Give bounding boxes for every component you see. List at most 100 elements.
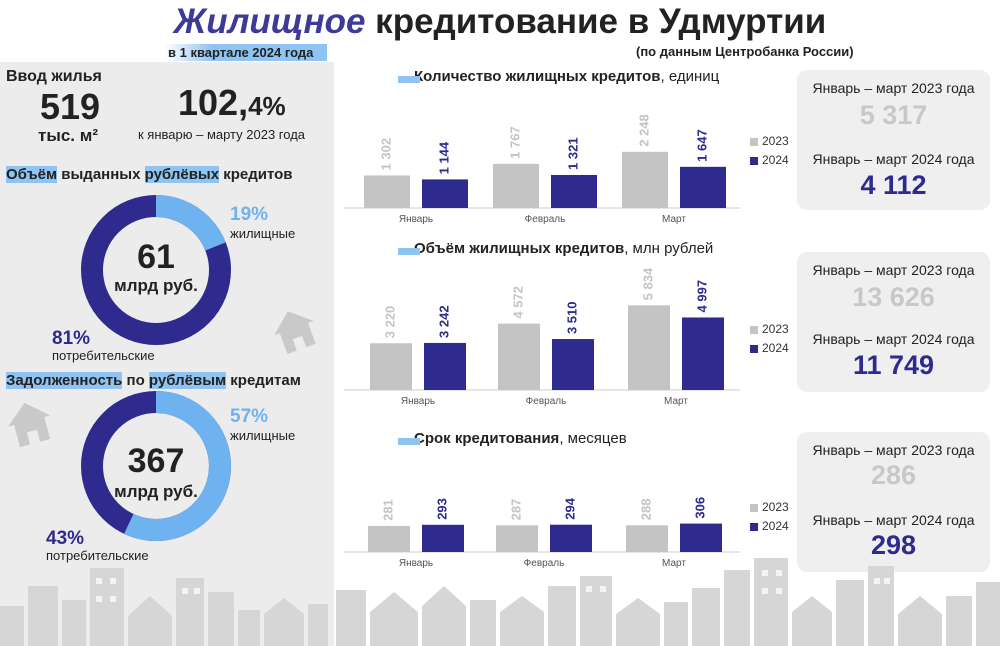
bar-2024-2 <box>680 166 726 208</box>
data-label: 5 834 <box>640 267 655 300</box>
housing-value: 519 <box>40 86 101 127</box>
bar-2024-1 <box>550 524 592 552</box>
ruble-loans-housing-label: жилищные <box>230 226 296 241</box>
card-value-2023: 13 626 <box>852 282 935 312</box>
debt-heading: Задолженность по рублёвым кредитам <box>6 372 301 389</box>
card-label-2023: Январь – март 2023 года <box>812 262 975 278</box>
ruble-loans-heading-end: кредитов <box>219 166 293 183</box>
legend-swatch-2023 <box>750 503 758 512</box>
chart1-title-text: Количество жилищных кредитов <box>414 68 661 85</box>
data-label: 288 <box>638 499 653 521</box>
card-value-2023: 286 <box>870 460 917 490</box>
card-value-2024: 298 <box>870 530 917 560</box>
legend-item-2024: 2024 <box>750 341 789 355</box>
legend-label-2023: 2023 <box>762 500 789 514</box>
housing-unit: тыс. м² <box>38 126 98 145</box>
bar-2023-0 <box>368 525 410 552</box>
card-label-2024: Январь – март 2024 года <box>812 512 975 528</box>
category-label: Январь <box>401 396 435 407</box>
legend-label-2024: 2024 <box>762 519 789 533</box>
ruble-loans-consumer-label: потребительские <box>52 348 155 363</box>
data-label: 2 248 <box>636 114 651 147</box>
bar-2023-1 <box>496 525 538 552</box>
data-label: 3 242 <box>436 305 451 338</box>
chart3-title-mark <box>398 438 420 445</box>
legend-label-2024: 2024 <box>762 153 789 167</box>
debt-housing-pct: 57% <box>230 406 269 427</box>
category-label: Январь <box>399 214 433 225</box>
bar-2024-0 <box>422 179 468 208</box>
legend-item-2024: 2024 <box>750 519 789 533</box>
debt-heading-mid: по <box>122 372 149 389</box>
data-label: 1 647 <box>694 129 709 162</box>
bar-2024-0 <box>424 342 466 390</box>
legend-item-2023: 2023 <box>750 134 789 148</box>
chart2-title-mark <box>398 248 420 255</box>
ruble-loans-total-unit: млрд руб. <box>114 276 198 295</box>
chart2-legend: 2023 2024 <box>750 322 789 355</box>
debt-heading-end: кредитам <box>226 372 301 389</box>
left-panel-background <box>0 62 334 646</box>
page-title-accent: Жилищное <box>173 2 366 41</box>
period-label: в 1 квартале 2024 года <box>164 44 328 61</box>
bar-2024-0 <box>422 524 464 552</box>
data-label: 294 <box>562 497 577 519</box>
summary-card-loan-volume: Январь – март 2023 года 13 626 Январь – … <box>797 252 990 392</box>
data-label: 1 144 <box>436 141 451 174</box>
loan-term-chart: 281 293 Январь 287 294 Февраль 288 306 Март <box>344 497 740 569</box>
data-label: 3 220 <box>382 306 397 339</box>
data-label: 281 <box>380 499 395 521</box>
chart1-title-mark <box>398 76 420 83</box>
legend-label-2023: 2023 <box>762 134 789 148</box>
ruble-loans-housing-pct: 19% <box>230 204 269 225</box>
chart2-title-text: Объём жилищных кредитов <box>414 240 625 257</box>
debt-consumer-label: потребительские <box>46 548 149 563</box>
ruble-loans-total: 61 <box>137 238 175 276</box>
card-value-2023: 5 317 <box>859 100 928 130</box>
debt-housing-segment <box>124 391 231 541</box>
chart3-title-text: Срок кредитования <box>414 430 560 447</box>
summary-card-loan-term: Январь – март 2023 года 286 Январь – мар… <box>797 432 990 572</box>
housing-growth-int: 102, <box>178 82 249 123</box>
data-label: 4 997 <box>694 280 709 313</box>
card-label-2024: Январь – март 2024 года <box>812 151 975 167</box>
ruble-loans-donut <box>81 195 231 345</box>
debt-heading-hl1: Задолженность <box>6 372 123 389</box>
chart1-title-unit: , единиц <box>660 68 720 85</box>
chart3-title: Срок кредитования, месяцев <box>398 430 627 447</box>
chart2-title: Объём жилищных кредитов, млн рублей <box>398 240 713 257</box>
card-label-2023: Январь – март 2023 года <box>812 80 975 96</box>
ruble-loans-housing-segment <box>155 195 226 251</box>
data-label: 1 302 <box>378 138 393 171</box>
house-icon <box>8 402 51 448</box>
bar-2024-1 <box>552 339 594 390</box>
category-label: Март <box>662 214 686 225</box>
bar-2024-1 <box>551 174 597 208</box>
data-label: 3 510 <box>564 302 579 335</box>
card-label-2024: Январь – март 2024 года <box>812 331 975 347</box>
chart1-title: Количество жилищных кредитов, единиц <box>398 68 720 85</box>
bar-2024-2 <box>682 317 724 390</box>
bar-2023-0 <box>364 175 410 208</box>
debt-consumer-pct: 43% <box>46 528 85 549</box>
bar-2023-1 <box>498 323 540 390</box>
category-label: Март <box>662 558 686 569</box>
legend-label-2024: 2024 <box>762 341 789 355</box>
data-label: 287 <box>508 499 523 521</box>
legend-item-2023: 2023 <box>750 322 789 336</box>
bar-2023-1 <box>493 163 539 208</box>
housing-growth-note: к январю – марту 2023 года <box>138 127 306 142</box>
legend-swatch-2023 <box>750 137 758 146</box>
category-label: Февраль <box>524 558 565 569</box>
legend-swatch-2024 <box>750 522 758 531</box>
data-label: 4 572 <box>510 286 525 319</box>
loan-volume-chart: 3 220 3 242 Январь 4 572 3 510 Февраль 5 834 4 … <box>344 267 740 407</box>
debt-total-unit: млрд руб. <box>114 482 198 501</box>
data-label: 1 321 <box>565 137 580 170</box>
chart1-legend: 2023 2024 <box>750 134 789 167</box>
source-label: (по данным Центробанка России) <box>636 44 854 59</box>
city-skyline-illustration <box>0 558 1000 646</box>
legend-item-2023: 2023 <box>750 500 789 514</box>
data-label: 306 <box>692 497 707 519</box>
page-title: Жилищное кредитование в Удмуртии <box>0 2 1000 42</box>
